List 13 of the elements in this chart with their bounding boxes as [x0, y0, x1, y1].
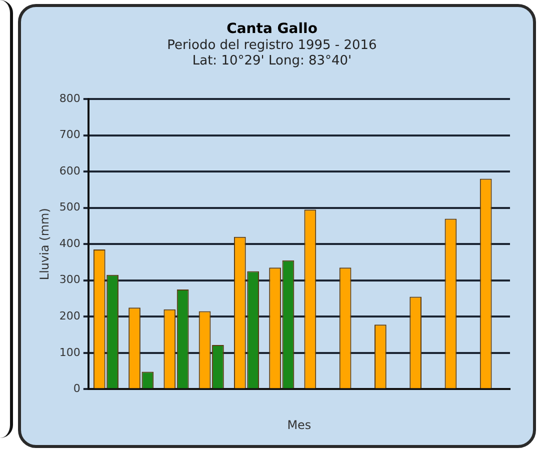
y-tick-label: 600: [59, 164, 80, 178]
x-axis-title: Mes: [287, 418, 312, 432]
y-tick-label: 500: [59, 200, 80, 214]
y-tick-label: 0: [73, 382, 80, 396]
y-tick-label: 100: [59, 346, 80, 359]
chart-subtitle: Periodo del registro 1995 - 2016 Lat: 10°29' Long: 83°40': [167, 38, 377, 69]
y-tick-label: 700: [59, 128, 80, 142]
chart-title: Canta Gallo: [226, 21, 318, 38]
y-axis-title: Lluvia (mm): [37, 208, 52, 280]
y-tick-label: 400: [59, 236, 80, 250]
y-tick-label: 800: [59, 92, 80, 105]
y-tick-label: 200: [59, 310, 80, 323]
y-tick-label: 300: [59, 273, 80, 286]
